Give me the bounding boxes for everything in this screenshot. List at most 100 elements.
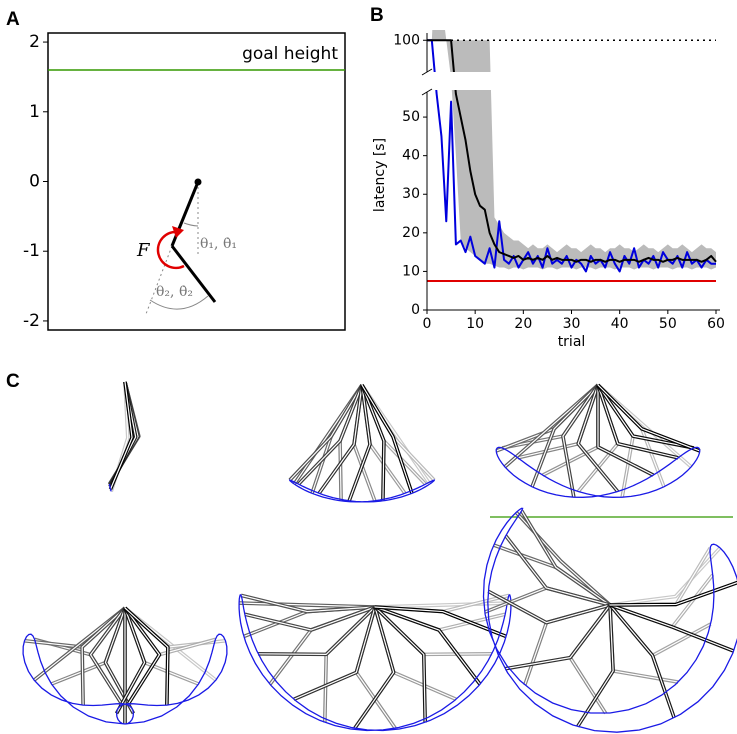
y-tick-label: 30 — [402, 186, 420, 202]
force-label: F — [136, 240, 151, 261]
pose-inner — [609, 547, 721, 606]
tip-trajectory — [238, 594, 512, 732]
pose-outline — [354, 606, 397, 730]
pose-inner — [361, 384, 385, 501]
x-axis-label: trial — [558, 334, 586, 350]
x-tick-label: 50 — [659, 316, 677, 332]
pose-inner — [597, 384, 700, 452]
x-tick-label: 30 — [563, 316, 581, 332]
y-tick-label: 2 — [29, 32, 40, 52]
y-axis-label: latency [s] — [372, 138, 388, 212]
plot-area — [427, 30, 717, 283]
pose-inner — [81, 607, 126, 706]
pose-inner — [109, 381, 133, 490]
pose-inner — [577, 384, 619, 492]
pose-inner — [318, 384, 363, 494]
pose-inner — [89, 607, 126, 704]
y-tick-label: 40 — [402, 148, 420, 164]
pose-inner — [374, 606, 507, 638]
pose-outline — [493, 543, 612, 607]
tip-trajectory — [22, 633, 228, 725]
panel-label: A — [6, 9, 20, 30]
pose-inner — [609, 582, 737, 606]
pose-inner — [609, 574, 714, 628]
force-arrowhead — [172, 226, 184, 238]
pose-inner — [116, 607, 146, 714]
annotation: goal height — [242, 44, 338, 64]
y-tick-label: -1 — [23, 241, 40, 261]
pose-inner — [354, 606, 395, 729]
y-tick-label: 50 — [402, 109, 420, 125]
panel-label: B — [370, 5, 384, 26]
pose-outline — [323, 605, 377, 723]
pose-inner — [496, 384, 599, 452]
pose-inner — [609, 604, 734, 652]
pose-outline — [609, 573, 715, 629]
pose-inner — [597, 385, 654, 476]
axis-break — [421, 68, 433, 76]
pose-inner — [562, 384, 599, 498]
pose-outline — [568, 603, 612, 715]
pose-inner — [258, 606, 376, 655]
line-series — [427, 39, 717, 263]
joint-label: θ₁, θ̇₁ — [200, 236, 237, 252]
pose-inner — [609, 604, 675, 719]
pose-inner — [374, 606, 426, 723]
pose-inner — [488, 590, 611, 624]
y-tick-label: 100 — [393, 32, 420, 48]
pose-inner — [348, 384, 371, 501]
pose-inner — [293, 606, 376, 700]
y-tick-label: 10 — [402, 263, 420, 279]
x-tick-label: 40 — [611, 316, 629, 332]
force-arc — [156, 230, 185, 270]
pose-inner — [569, 604, 611, 714]
pose-inner — [124, 607, 161, 704]
x-tick-label: 60 — [707, 316, 725, 332]
pose-inner — [597, 384, 695, 449]
y-tick-label: -2 — [23, 311, 40, 331]
pose-inner — [355, 606, 396, 729]
pose-inner — [531, 384, 599, 487]
reference-dotted — [145, 245, 173, 315]
pose-outline — [596, 383, 701, 453]
pose-inner — [505, 535, 611, 606]
pose-inner — [324, 606, 376, 723]
x-tick-label: 0 — [423, 316, 432, 332]
band — [427, 30, 716, 270]
x-tick-label: 20 — [514, 316, 532, 332]
pose-inner — [239, 602, 376, 608]
tip-trajectory — [482, 507, 737, 733]
tip-trajectory — [495, 446, 701, 498]
pose-inner — [521, 510, 611, 606]
pose-outline — [373, 605, 427, 723]
pose-inner — [505, 604, 611, 670]
tip-trajectory — [288, 479, 436, 503]
pose-inner — [374, 606, 481, 685]
y-tick-label: 20 — [402, 225, 420, 241]
pivot — [194, 178, 202, 186]
pose-inner — [240, 594, 376, 613]
pose-outline — [495, 383, 600, 453]
pose-outline — [608, 603, 676, 719]
tip-trajectory — [108, 484, 112, 492]
pose-inner — [244, 606, 376, 631]
pose-inner — [298, 384, 363, 485]
joint-label: θ₂, θ̇₂ — [156, 284, 193, 300]
pose-outline — [353, 606, 396, 730]
pose-inner — [361, 384, 413, 494]
y-tick-label: 1 — [29, 102, 40, 122]
pose-inner — [124, 607, 169, 706]
trajectory-panel — [22, 381, 737, 733]
angle-arc — [183, 222, 199, 227]
axis-break — [421, 88, 433, 96]
angle-arc — [149, 295, 209, 310]
pose-outline — [608, 603, 712, 658]
pose-inner — [597, 384, 679, 459]
x-tick-label: 10 — [466, 316, 484, 332]
pose-inner — [577, 604, 614, 727]
panel-label: C — [6, 371, 20, 392]
pose-inner — [289, 384, 363, 481]
pose-inner — [493, 544, 611, 606]
link — [170, 245, 217, 303]
y-tick-label: 0 — [29, 172, 40, 192]
